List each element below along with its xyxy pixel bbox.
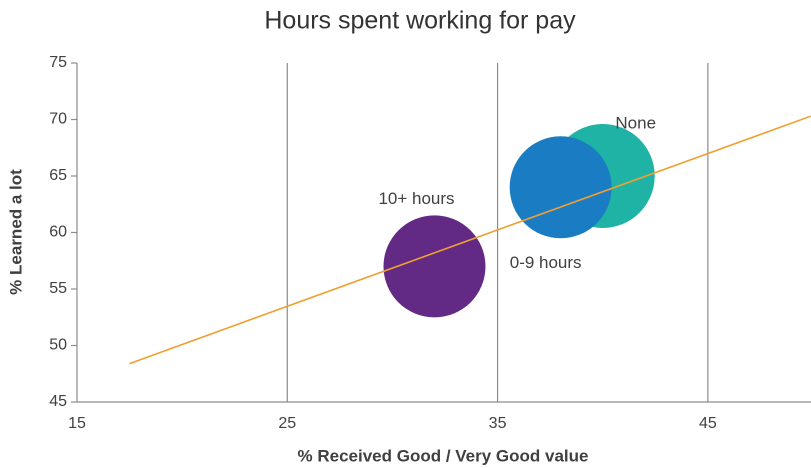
y-tick-label: 70 xyxy=(49,111,67,128)
bubble-label: None xyxy=(615,113,656,132)
x-axis-title: % Received Good / Very Good value xyxy=(298,446,589,465)
x-tick-label: 25 xyxy=(278,415,296,432)
trendline xyxy=(129,115,811,365)
x-tick-label: 35 xyxy=(489,415,507,432)
y-tick-label: 45 xyxy=(49,393,67,410)
y-tick-label: 60 xyxy=(49,224,67,241)
y-tick-label: 50 xyxy=(49,337,67,354)
x-tick-label: 15 xyxy=(68,415,86,432)
y-tick-label: 65 xyxy=(49,167,67,184)
bubble xyxy=(383,215,486,318)
bubble-label: 0-9 hours xyxy=(510,253,582,272)
bubble xyxy=(509,136,612,239)
y-axis-title: % Learned a lot xyxy=(6,169,25,295)
x-tick-label: 45 xyxy=(699,415,717,432)
y-tick-label: 55 xyxy=(49,280,67,297)
chart-title: Hours spent working for pay xyxy=(264,7,576,35)
bubble-label: 10+ hours xyxy=(378,189,454,208)
y-tick-label: 75 xyxy=(49,54,67,71)
